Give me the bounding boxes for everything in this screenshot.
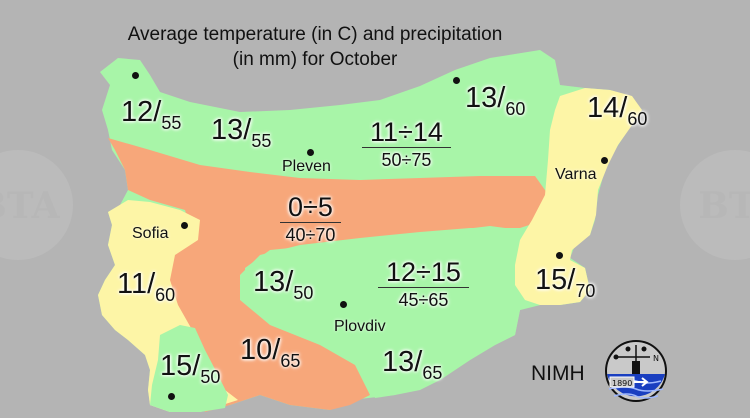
svg-text:BTA: BTA (0, 185, 61, 227)
region-label-rhodopes: 10/65 (240, 334, 301, 372)
region-label-danube-central: 11÷14 50÷75 (362, 118, 451, 170)
zone-green-thrace (245, 225, 590, 398)
city-dot-varna (601, 157, 608, 164)
station-dot-northeast (453, 77, 460, 84)
station-dot-northwest (132, 72, 139, 79)
zone-green-struma (150, 325, 228, 412)
region-label-balkan-mountains: 0÷5 40÷70 (280, 193, 341, 245)
station-dot-burgas (556, 252, 563, 259)
svg-text:1890: 1890 (612, 379, 632, 388)
map-title-line1: Average temperature (in C) and precipita… (127, 24, 503, 45)
map-title-line2: (in mm) for October (232, 49, 398, 70)
bta-watermark-right: BTA (680, 150, 750, 260)
nimh-logo: N 1890 (605, 340, 667, 402)
map-title: Average temperature (in C) and precipita… (100, 22, 530, 72)
region-label-northeast: 13/60 (465, 82, 526, 120)
city-dot-sofia (181, 222, 188, 229)
region-label-northwest: 12/55 (121, 96, 182, 134)
zone-yellow-coast (515, 88, 642, 305)
zone-orange-mountains (108, 138, 560, 412)
station-dot-southwest (168, 393, 175, 400)
city-label-plovdiv: Plovdiv (334, 318, 386, 335)
svg-text:N: N (653, 354, 659, 363)
city-label-sofia: Sofia (132, 225, 169, 242)
svg-text:BTA: BTA (698, 185, 750, 227)
city-dot-plovdiv (340, 301, 347, 308)
region-label-black-sea-south: 15/70 (535, 264, 596, 302)
region-label-dobrudzha: 14/60 (587, 92, 648, 130)
region-label-thrace-east: 12÷15 45÷65 (378, 258, 469, 310)
nimh-agency-label: NIMH (531, 362, 585, 385)
bta-watermark-left: BTA (0, 150, 73, 260)
city-label-varna: Varna (555, 166, 597, 183)
region-label-struma-valley: 15/50 (160, 350, 221, 388)
region-label-sofia-west: 11/60 (117, 268, 176, 306)
region-label-thrace-west: 13/50 (253, 266, 314, 304)
city-dot-pleven (307, 149, 314, 156)
city-label-pleven: Pleven (282, 158, 331, 175)
region-label-southeast: 13/65 (382, 346, 443, 384)
region-label-danube-west: 13/55 (211, 114, 272, 152)
